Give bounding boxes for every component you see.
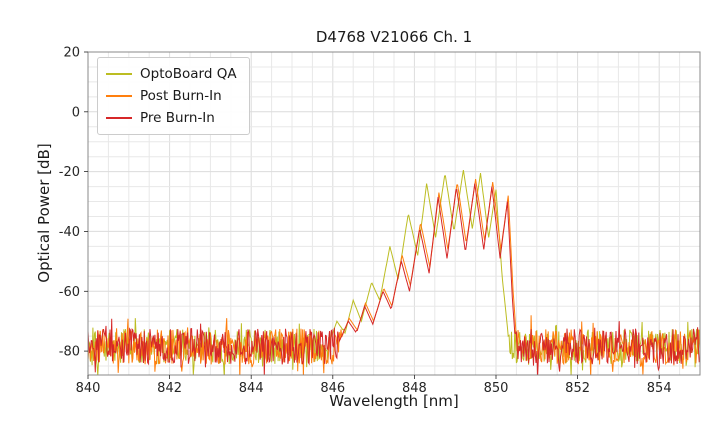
x-tick-label: 846: [320, 381, 345, 396]
series-line-2: [88, 183, 700, 375]
plot-frame: [87, 51, 701, 376]
legend-entry-label: Pre Burn-In: [140, 110, 215, 126]
y-tick-label: 0: [72, 105, 80, 120]
y-axis-label: Optical Power [dB]: [35, 143, 53, 283]
y-tick-label: -20: [59, 165, 80, 180]
x-tick-label: 844: [239, 381, 264, 396]
legend-entry: OptoBoard QA: [106, 63, 237, 85]
series-group: [88, 170, 700, 375]
y-tick-label: -60: [59, 285, 80, 300]
y-tick-label: -40: [59, 225, 80, 240]
axes: 840 842 844 846 848 850 852 854 20 0 -20 -40 -60 -80: [59, 46, 672, 397]
legend-entry: Post Burn-In: [106, 85, 237, 107]
legend-line-swatch: [106, 72, 132, 76]
legend: OptoBoard QA Post Burn-In Pre Burn-In: [97, 57, 250, 135]
x-tick-label: 842: [157, 381, 182, 396]
y-tick-label: 20: [63, 46, 80, 61]
x-tick-label: 854: [647, 381, 672, 396]
chart-title: D4768 V21066 Ch. 1: [315, 28, 473, 46]
legend-entry: Pre Burn-In: [106, 107, 237, 129]
legend-line-swatch: [106, 94, 132, 98]
x-tick-label: 852: [565, 381, 590, 396]
legend-line-swatch: [106, 116, 132, 120]
legend-entry-label: Post Burn-In: [140, 88, 222, 104]
x-axis-label: Wavelength [nm]: [329, 392, 459, 410]
legend-entry-label: OptoBoard QA: [140, 66, 237, 82]
x-tick-label: 848: [402, 381, 427, 396]
x-tick-label: 840: [76, 381, 101, 396]
x-tick-label: 850: [484, 381, 509, 396]
y-tick-label: -80: [59, 345, 80, 360]
